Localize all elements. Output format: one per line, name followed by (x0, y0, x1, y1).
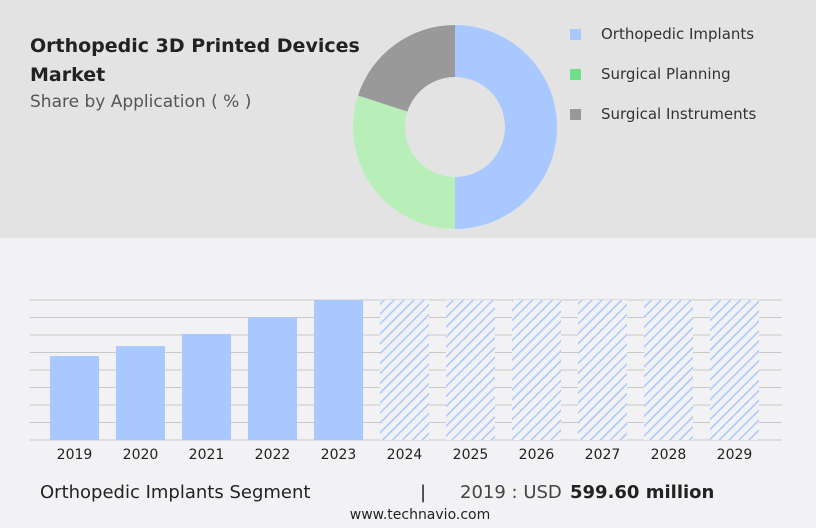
source-url: www.technavio.com (349, 507, 491, 523)
x-tick-label: 2023 (321, 447, 357, 463)
donut-slice (357, 25, 455, 112)
legend-swatch (570, 108, 581, 120)
legend-item: Surgical Instruments (570, 94, 756, 134)
legend-swatch (570, 28, 581, 40)
legend-item: Orthopedic Implants (570, 14, 756, 54)
page-title: Orthopedic 3D Printed Devices Market (30, 35, 360, 86)
legend-item: Surgical Planning (570, 54, 756, 94)
footer-value: 599.60 million (570, 482, 715, 503)
x-tick-label: 2024 (387, 447, 423, 463)
x-tick-label: 2020 (123, 447, 159, 463)
x-tick-label: 2026 (519, 447, 555, 463)
legend: Orthopedic Implants Surgical Planning Su… (570, 14, 756, 134)
bar-2028 (644, 300, 693, 440)
page-subtitle: Share by Application ( % ) (30, 92, 252, 112)
legend-label: Surgical Planning (601, 65, 731, 83)
bar-2029 (710, 300, 759, 440)
x-tick-label: 2021 (189, 447, 225, 463)
x-tick-label: 2019 (57, 447, 93, 463)
bar-2020 (116, 346, 165, 440)
x-tick-label: 2022 (255, 447, 291, 463)
bar-2027 (578, 300, 627, 440)
x-tick-label: 2028 (651, 447, 687, 463)
donut-slice (353, 95, 455, 229)
x-tick-label: 2025 (453, 447, 489, 463)
bar-2024 (380, 300, 429, 440)
bar-2021 (182, 334, 231, 440)
legend-label: Orthopedic Implants (601, 25, 755, 43)
bar-2025 (446, 300, 495, 440)
bar-2019 (50, 356, 99, 440)
legend-swatch (570, 68, 581, 80)
footer-year: 2019 : USD (460, 482, 562, 503)
bar-2023 (314, 300, 363, 440)
footer-separator: | (420, 482, 427, 503)
footer-segment: Orthopedic Implants Segment (40, 482, 311, 503)
legend-label: Surgical Instruments (601, 105, 757, 123)
x-tick-label: 2029 (717, 447, 753, 463)
donut-chart (353, 25, 557, 229)
bar-2022 (248, 317, 297, 440)
bar-chart: 2019 2020 2021 2022 2023 2024 2025 2026 2027 2028… (50, 300, 759, 463)
donut-slice (455, 25, 557, 229)
x-tick-label: 2027 (585, 447, 621, 463)
bar-2026 (512, 300, 561, 440)
